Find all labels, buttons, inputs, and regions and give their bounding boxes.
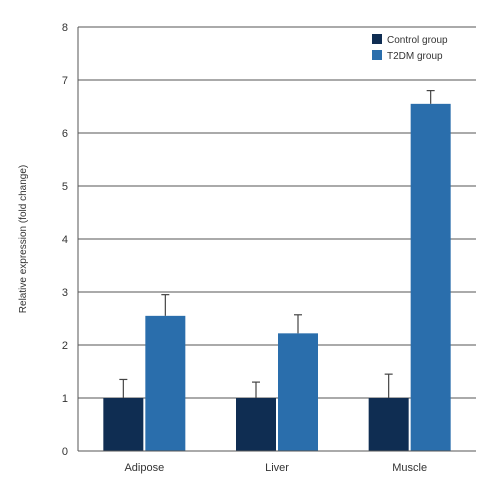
bar xyxy=(368,398,409,451)
y-tick-label: 6 xyxy=(62,128,68,140)
y-tick-label: 7 xyxy=(62,75,68,87)
error-bars xyxy=(119,89,435,398)
axes xyxy=(77,27,476,452)
y-tick-labels: 0 1 2 3 4 5 6 7 8 xyxy=(62,22,68,458)
x-tick-label: Adipose xyxy=(124,462,164,474)
x-tick-label: Liver xyxy=(265,462,289,474)
bar xyxy=(278,333,318,451)
y-tick-label: 0 xyxy=(62,446,68,458)
y-tick-label: 3 xyxy=(62,287,68,299)
y-tick-label: 2 xyxy=(62,340,68,352)
legend: Control group T2DM group xyxy=(368,30,468,68)
x-tick-labels: Adipose Liver Muscle xyxy=(124,462,427,474)
x-tick-label: Muscle xyxy=(392,462,427,474)
legend-label: Control group xyxy=(387,35,448,46)
y-tick-label: 4 xyxy=(62,234,68,246)
legend-box xyxy=(368,30,468,68)
legend-swatch xyxy=(372,34,382,44)
bar xyxy=(103,398,144,451)
legend-label: T2DM group xyxy=(387,51,443,62)
grid-lines xyxy=(78,26,476,399)
bars xyxy=(103,103,451,451)
bar xyxy=(145,315,186,451)
y-tick-label: 1 xyxy=(62,393,68,405)
bar xyxy=(236,398,276,451)
legend-swatch xyxy=(372,50,382,60)
y-tick-label: 8 xyxy=(62,22,68,34)
y-tick-label: 5 xyxy=(62,181,68,193)
y-axis-title: Relative expression (fold change) xyxy=(18,165,29,313)
bar xyxy=(410,103,451,451)
